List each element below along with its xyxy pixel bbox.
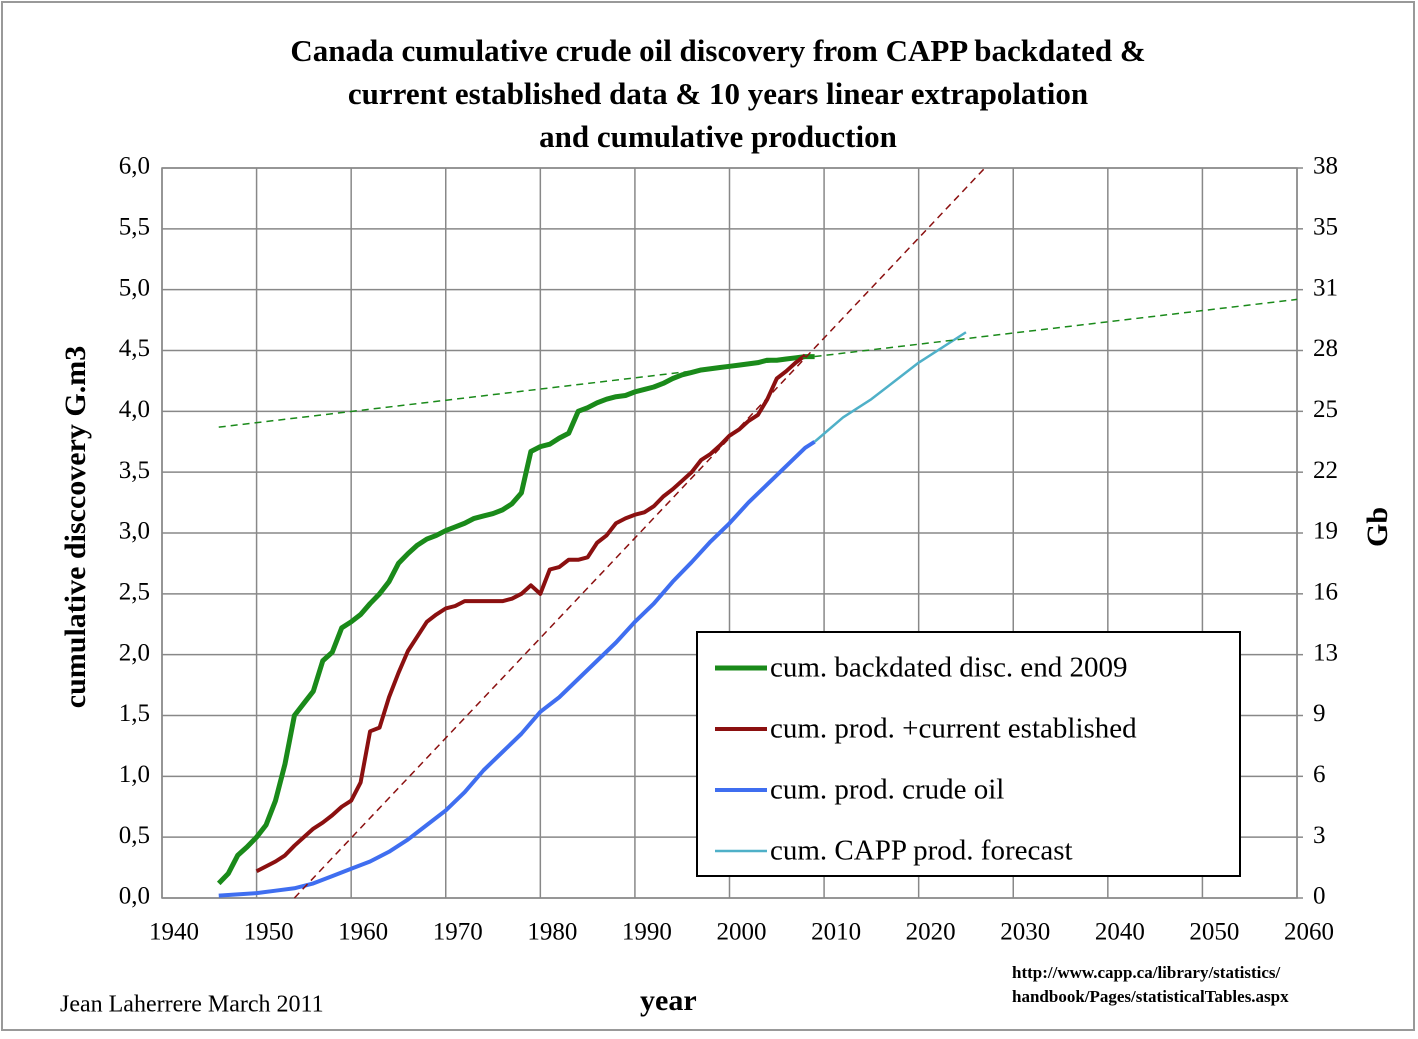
- y2-tick-label: 19: [1313, 518, 1338, 545]
- y2-tick-label: 9: [1313, 700, 1326, 727]
- y-tick-label: 1,0: [119, 761, 150, 788]
- y2-axis-label: Gb: [1361, 507, 1394, 547]
- x-tick-label: 1960: [338, 919, 388, 946]
- legend-label: cum. CAPP prod. forecast: [770, 835, 1073, 867]
- series-line: [813, 331, 967, 443]
- y-tick-label: 3,5: [119, 457, 150, 484]
- source: handbook/Pages/statisticalTables.aspx: [1012, 987, 1289, 1006]
- y2-tick-label: 3: [1313, 822, 1326, 849]
- legend-label: cum. prod. crude oil: [770, 774, 1004, 806]
- y-axis-label: cumulative disccovery G.m3: [59, 346, 92, 708]
- y-tick-label: 5,0: [119, 274, 150, 301]
- y2-tick-label: 35: [1313, 214, 1338, 241]
- chart-title: current established data & 10 years line…: [348, 76, 1088, 111]
- y2-tick-label: 25: [1313, 396, 1338, 423]
- x-axis-label: year: [640, 984, 697, 1017]
- y-tick-label: 6,0: [119, 153, 150, 180]
- y2-tick-label: 0: [1313, 883, 1326, 910]
- x-tick-label: 2010: [811, 919, 861, 946]
- y-tick-label: 0,5: [119, 822, 150, 849]
- y-tick-label: 5,5: [119, 214, 150, 241]
- chart-title: Canada cumulative crude oil discovery fr…: [290, 33, 1145, 68]
- y2-tick-label: 22: [1313, 457, 1338, 484]
- source: http://www.capp.ca/library/statistics/: [1012, 963, 1280, 982]
- series-line: [216, 354, 815, 886]
- x-tick-label: 2060: [1284, 919, 1334, 946]
- y-tick-label: 2,0: [119, 639, 150, 666]
- y-tick-label: 0,0: [119, 883, 150, 910]
- x-tick-label: 2030: [1000, 919, 1050, 946]
- x-tick-label: 2050: [1189, 919, 1239, 946]
- x-tick-label: 2040: [1095, 919, 1145, 946]
- x-tick-label: 1940: [149, 919, 199, 946]
- chart-title: and cumulative production: [539, 119, 897, 154]
- y2-tick-label: 28: [1313, 335, 1338, 362]
- x-tick-label: 1970: [433, 919, 483, 946]
- y2-tick-label: 31: [1313, 274, 1338, 301]
- y2-tick-label: 16: [1313, 579, 1338, 606]
- series-line: [218, 298, 1298, 428]
- x-tick-label: 1990: [622, 919, 672, 946]
- y-tick-label: 4,5: [119, 335, 150, 362]
- y-tick-label: 3,0: [119, 518, 150, 545]
- x-tick-label: 2000: [717, 919, 767, 946]
- legend-label: cum. prod. +current established: [770, 713, 1137, 745]
- x-tick-label: 1950: [244, 919, 294, 946]
- plot-border: [161, 167, 1298, 899]
- x-tick-label: 2020: [906, 919, 956, 946]
- y-tick-label: 4,0: [119, 396, 150, 423]
- series-line: [255, 353, 807, 874]
- legend-label: cum. backdated disc. end 2009: [770, 652, 1128, 684]
- y2-tick-label: 6: [1313, 761, 1326, 788]
- y2-tick-label: 13: [1313, 639, 1338, 666]
- legend: [696, 631, 1241, 877]
- y2-tick-label: 38: [1313, 153, 1338, 180]
- author: Jean Laherrere March 2011: [60, 992, 324, 1018]
- y-tick-label: 1,5: [119, 700, 150, 727]
- series-line: [218, 440, 816, 898]
- x-tick-label: 1980: [527, 919, 577, 946]
- y-tick-label: 2,5: [119, 579, 150, 606]
